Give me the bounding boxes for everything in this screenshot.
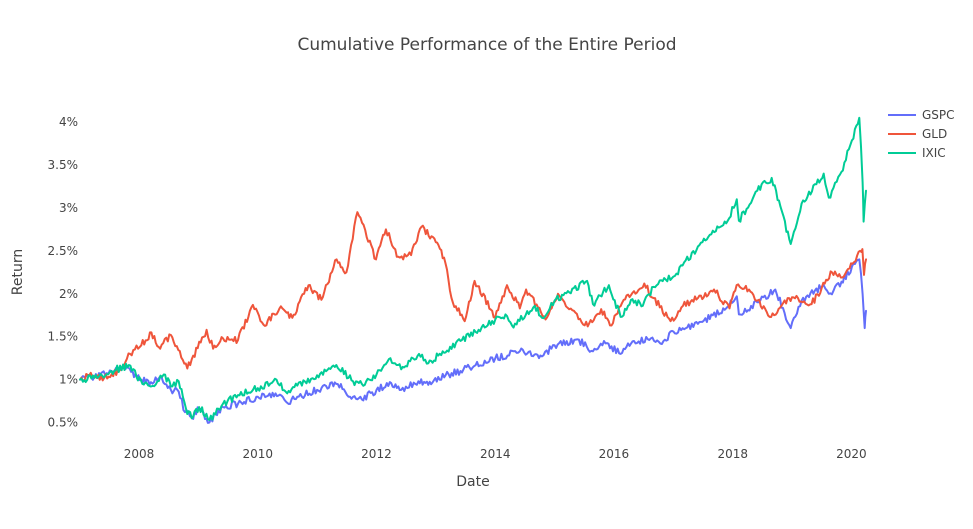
y-tick-label: 1% xyxy=(59,373,78,387)
x-tick-label: 2018 xyxy=(717,447,748,461)
x-tick-label: 2014 xyxy=(480,447,511,461)
x-axis-title: Date xyxy=(456,474,489,490)
y-tick-label: 4% xyxy=(59,115,78,129)
legend-label: GSPC xyxy=(922,108,955,122)
x-tick-label: 2010 xyxy=(243,447,274,461)
legend-label: IXIC xyxy=(922,146,946,160)
y-tick-label: 2% xyxy=(59,287,78,301)
y-tick-label: 1.5% xyxy=(48,330,79,344)
y-tick-label: 2.5% xyxy=(48,244,79,258)
legend-item-gld[interactable]: GLD xyxy=(888,127,947,141)
series-line-ixic xyxy=(79,116,867,421)
x-tick-label: 2020 xyxy=(836,447,867,461)
y-tick-label: 3% xyxy=(59,201,78,215)
x-tick-label: 2012 xyxy=(361,447,392,461)
x-tick-label: 2008 xyxy=(124,447,155,461)
legend-item-gspc[interactable]: GSPC xyxy=(888,108,955,122)
plot-area xyxy=(79,116,867,424)
y-tick-label: 0.5% xyxy=(48,416,79,430)
chart-title: Cumulative Performance of the Entire Per… xyxy=(297,35,676,55)
legend-item-ixic[interactable]: IXIC xyxy=(888,146,946,160)
x-axis-ticks: 2008 2010 2012 2014 2016 2018 2020 xyxy=(124,447,867,461)
legend-label: GLD xyxy=(922,127,947,141)
y-axis-ticks: 0.5% 1% 1.5% 2% 2.5% 3% 3.5% 4% xyxy=(48,115,79,429)
y-axis-title: Return xyxy=(10,249,26,295)
legend: GSPC GLD IXIC xyxy=(888,108,955,160)
y-tick-label: 3.5% xyxy=(48,158,79,172)
x-tick-label: 2016 xyxy=(599,447,630,461)
series-line-gld xyxy=(79,211,867,383)
